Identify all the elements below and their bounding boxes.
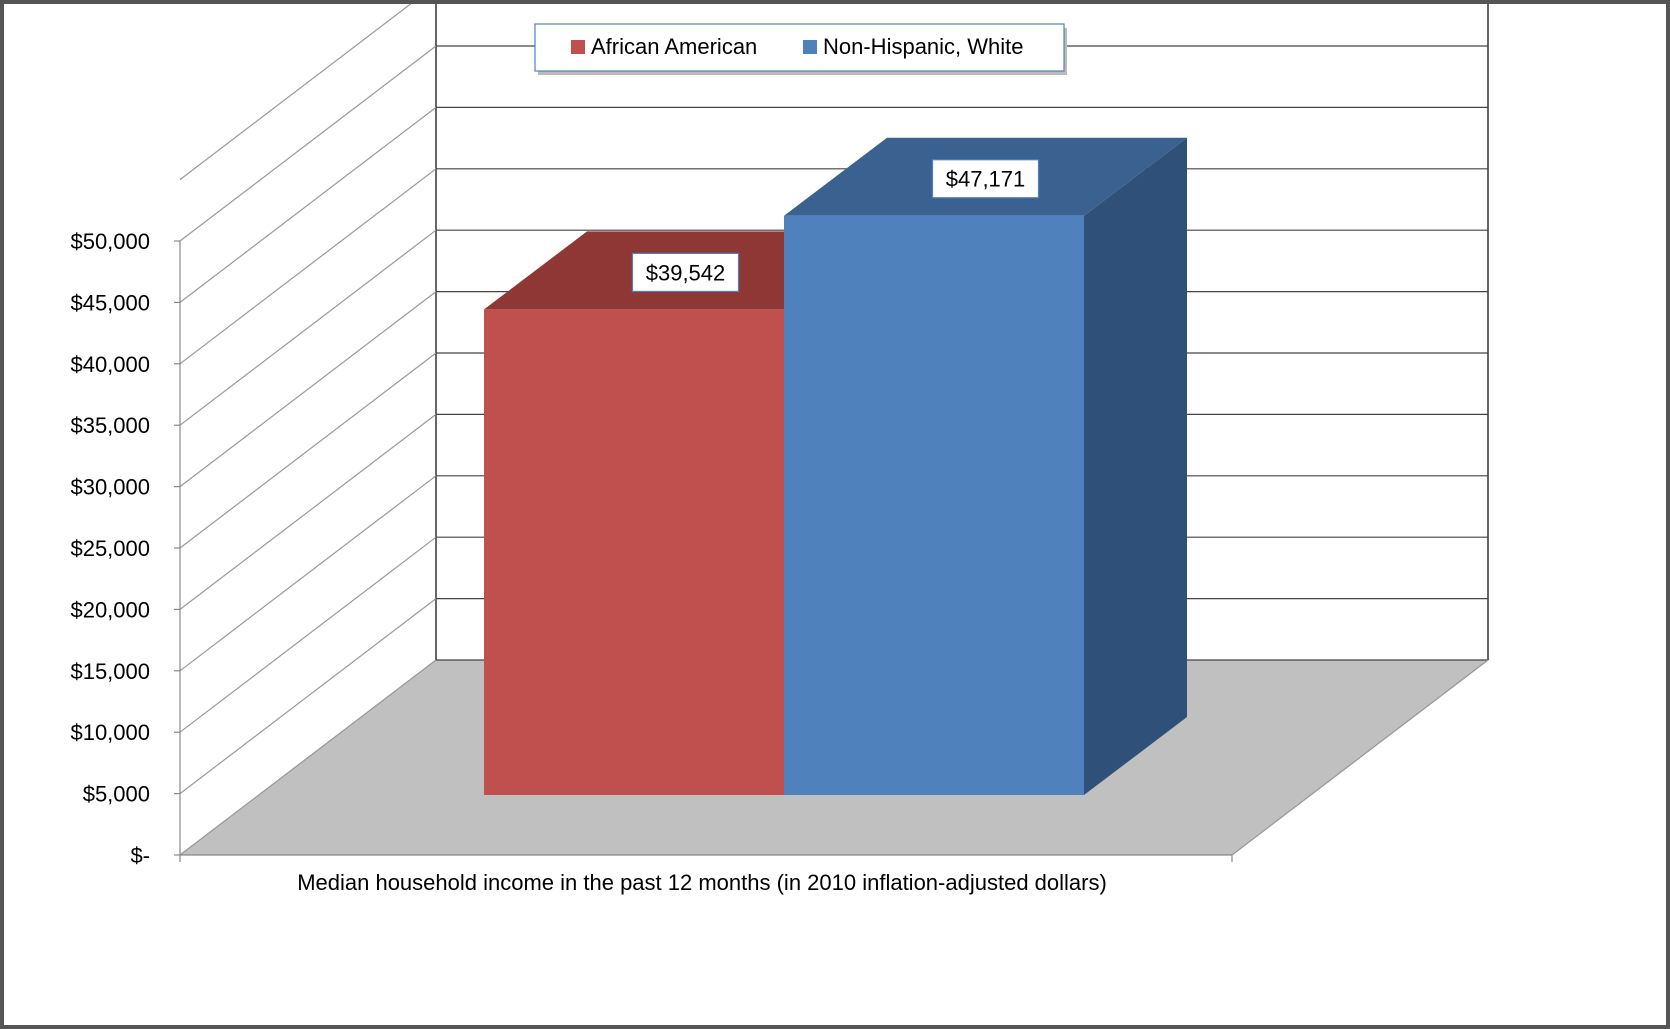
side-gridline [179,45,437,242]
bars [484,137,1187,796]
side-gridline [179,659,437,856]
data-label-text: $47,171 [946,167,1026,192]
side-gridline [179,536,437,733]
legend-swatch [803,40,817,54]
y-tick-label: $30,000 [70,475,150,500]
data-label-box [931,159,1040,199]
chart-svg: $- $5,000 $10,000 $15,000 $20,000 $25,000 $30,… [70,4,1490,895]
floor-right-edge [1231,659,1489,856]
data-labels: $39,542 $47,171 [631,159,1040,293]
y-tick-label: $25,000 [70,536,150,561]
legend-label: Non-Hispanic, White [823,34,1024,59]
side-gridline [179,4,412,181]
chart-walls [435,4,1489,660]
side-gridline [179,475,437,672]
side-gridline [179,291,437,488]
data-label: $39,542 [631,252,740,293]
bar-side-face [1084,137,1187,796]
side-gridline [179,352,437,549]
legend-label: African American [591,34,757,59]
y-tick-label: $5,000 [83,782,150,807]
legend-item: African American [571,34,757,59]
data-label: $47,171 [931,159,1040,199]
bar-front-face [784,215,1084,796]
side-gridline [179,413,437,610]
y-tick-label: $40,000 [70,352,150,377]
side-gridline [179,168,437,365]
side-gridline [179,106,437,303]
bar [784,137,1187,796]
y-tick-label: $50,000 [70,229,150,254]
y-tick-label: $15,000 [70,659,150,684]
y-tick-label: $10,000 [70,720,150,745]
legend: African American Non-Hispanic, White [534,23,1067,75]
legend-swatch [571,40,585,54]
y-tick-label: $35,000 [70,413,150,438]
y-axis: $- $5,000 $10,000 $15,000 $20,000 $25,000 $30,… [70,229,1233,868]
side-gridline [179,229,437,426]
legend-box [534,23,1065,72]
data-label-box [631,252,740,293]
x-axis-title: Median household income in the past 12 m… [297,870,1107,895]
legend-item: Non-Hispanic, White [803,34,1024,59]
side-gridline [179,598,437,795]
bar-front-face [484,309,784,795]
y-tick-label: $45,000 [70,290,150,315]
data-label-text: $39,542 [646,260,726,285]
y-tick-label: $20,000 [70,597,150,622]
y-tick-label: $- [130,843,150,868]
